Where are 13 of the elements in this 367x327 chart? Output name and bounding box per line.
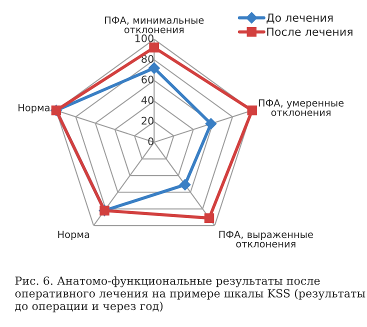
y-tick-label: 60 — [142, 76, 154, 84]
y-tick-label: 0 — [148, 137, 154, 146]
legend-label: После лечения — [267, 28, 352, 36]
spoke-label: ПФА, умеренные отклонения — [258, 99, 344, 116]
y-tick-label: 100 — [135, 34, 154, 42]
spoke-label: ПФА, минимальные отклонения — [105, 16, 204, 34]
legend-label: До лечения — [266, 14, 333, 24]
spoke-label: Норма — [18, 104, 50, 114]
y-tick-label: 20 — [142, 116, 154, 125]
text: Рис. 6. Анатомо-функциональные результаты после оперативного лечения на примере шкалы KSS (результаты до операции и через год) — [15, 276, 366, 312]
spoke-label: Норма — [58, 230, 90, 240]
y-tick-label: 40 — [141, 96, 154, 104]
spoke-label: ПФА, выраженные отклонения — [219, 230, 313, 248]
